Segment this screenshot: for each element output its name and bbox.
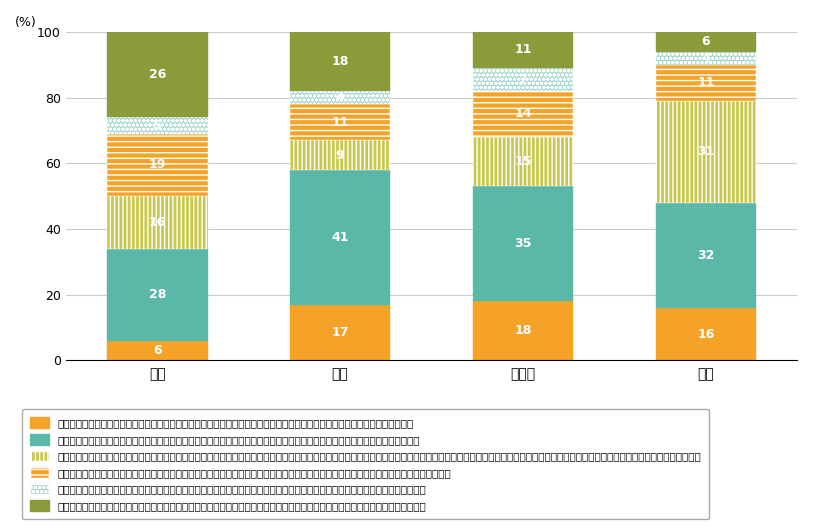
Bar — [473, 186, 573, 301]
Bar — [290, 305, 390, 360]
Bar — [656, 65, 756, 101]
Text: 4: 4 — [701, 51, 710, 65]
Bar — [656, 101, 756, 202]
Text: 11: 11 — [515, 43, 532, 56]
Bar — [473, 301, 573, 360]
Text: 18: 18 — [515, 324, 532, 337]
Text: 19: 19 — [149, 158, 166, 171]
Text: 11: 11 — [697, 76, 714, 89]
Bar — [107, 341, 207, 360]
Text: 41: 41 — [331, 231, 349, 244]
Bar — [107, 196, 207, 249]
Bar — [656, 202, 756, 308]
Text: 7: 7 — [519, 73, 528, 86]
Text: 18: 18 — [331, 55, 349, 68]
Legend: 自分のことがよく分析されており、自分の趣向に合った広告等が提示されているため、よりパーソナルデータを提供してもよい, 自分のことがよく分析されており、自分の趣向: 自分のことがよく分析されており、自分の趣向に合った広告等が提示されているため、よ… — [21, 409, 709, 519]
Bar — [107, 249, 207, 341]
Text: 4: 4 — [335, 91, 344, 104]
Bar — [290, 104, 390, 140]
Text: 14: 14 — [515, 108, 532, 120]
Text: 16: 16 — [697, 328, 714, 341]
Bar — [656, 308, 756, 360]
Bar — [473, 68, 573, 91]
Text: 5: 5 — [153, 119, 162, 132]
Text: 35: 35 — [515, 237, 532, 250]
Bar — [107, 32, 207, 117]
Text: 15: 15 — [515, 155, 532, 168]
Bar — [290, 32, 390, 91]
Bar — [473, 91, 573, 137]
Text: 6: 6 — [702, 35, 710, 48]
Text: 28: 28 — [149, 288, 166, 301]
Bar — [290, 91, 390, 104]
Text: 16: 16 — [149, 216, 166, 229]
Bar — [656, 51, 756, 65]
Bar — [290, 170, 390, 305]
Text: 17: 17 — [331, 326, 349, 339]
Bar — [473, 137, 573, 186]
Text: (%): (%) — [15, 15, 36, 29]
Bar — [473, 32, 573, 68]
Bar — [656, 32, 756, 51]
Text: 32: 32 — [697, 249, 714, 262]
Bar — [290, 140, 390, 170]
Bar — [107, 134, 207, 196]
Text: 31: 31 — [697, 145, 714, 158]
Text: 6: 6 — [153, 344, 161, 357]
Text: 11: 11 — [331, 116, 349, 129]
Text: 26: 26 — [149, 68, 166, 81]
Text: 9: 9 — [336, 148, 344, 162]
Bar — [107, 117, 207, 134]
